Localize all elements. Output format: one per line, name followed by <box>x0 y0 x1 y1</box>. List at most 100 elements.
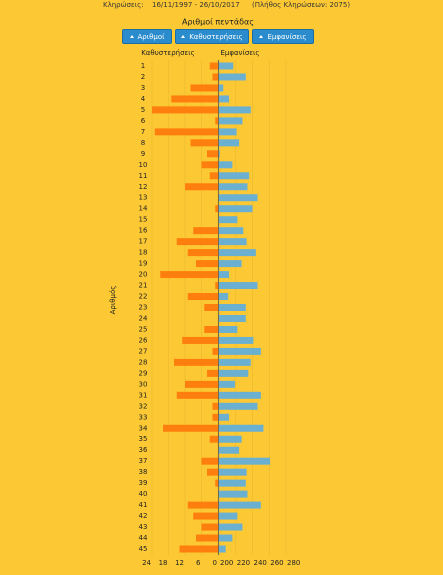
bar <box>219 347 261 355</box>
bar <box>193 512 218 520</box>
bar <box>179 545 218 553</box>
y-tick-label: 25 <box>139 325 148 333</box>
bar <box>209 435 218 443</box>
y-tick-label: 29 <box>139 369 148 377</box>
bar <box>219 106 251 114</box>
bar <box>152 106 218 114</box>
bar <box>187 249 218 257</box>
y-tick-label: 8 <box>141 139 145 147</box>
bar <box>182 336 218 344</box>
y-tick-label: 34 <box>139 424 148 432</box>
legend-label: Καθυστερήσεις <box>141 49 195 57</box>
bar <box>219 402 258 410</box>
bar <box>219 282 258 290</box>
y-tick-label: 35 <box>139 435 148 443</box>
bar <box>219 194 258 202</box>
bar <box>163 424 218 432</box>
y-tick-label: 42 <box>139 512 148 520</box>
bar <box>215 117 218 125</box>
bar <box>196 260 218 268</box>
bar <box>219 128 237 136</box>
bar <box>219 216 238 224</box>
y-tick-label: 32 <box>139 402 148 410</box>
bar <box>219 172 250 180</box>
bar <box>219 468 247 476</box>
bar <box>219 73 246 81</box>
header-label: Κληρώσεις: <box>103 1 144 9</box>
y-tick-label: 43 <box>139 523 148 531</box>
x-tick-label: 18 <box>159 559 168 567</box>
bar <box>176 391 218 399</box>
bar <box>219 380 235 388</box>
y-tick-label: 36 <box>139 446 148 454</box>
bar <box>219 457 271 465</box>
bar <box>219 161 233 169</box>
bar <box>219 293 229 301</box>
bar <box>207 369 218 377</box>
bar <box>219 490 248 498</box>
y-tick-label: 28 <box>139 358 148 366</box>
x-tick-label: 280 <box>287 559 300 567</box>
y-tick-label: 12 <box>139 183 148 191</box>
y-tick-label: 3 <box>141 84 145 92</box>
button[interactable]: Καθυστερήσεις <box>175 29 249 44</box>
x-tick-label: 24 <box>142 559 151 567</box>
bar <box>219 512 238 520</box>
bar <box>219 117 243 125</box>
bar <box>201 523 218 531</box>
bar <box>219 314 246 322</box>
y-tick-label: 15 <box>139 216 148 224</box>
chart-title: Αριθμοί πεντάδας <box>182 18 254 27</box>
y-tick-label: 20 <box>139 271 148 279</box>
x-tick-label: 260 <box>270 559 283 567</box>
bar <box>160 271 218 279</box>
bar <box>219 391 261 399</box>
bar <box>193 227 218 235</box>
bar <box>219 523 243 531</box>
y-tick-label: 44 <box>139 534 148 542</box>
y-tick-label: 33 <box>139 413 148 421</box>
bar <box>219 501 261 509</box>
y-tick-label: 11 <box>139 172 148 180</box>
bar <box>212 347 218 355</box>
bar <box>212 413 218 421</box>
button[interactable]: Αριθμοί <box>122 29 172 44</box>
bar <box>174 358 218 366</box>
y-tick-label: 17 <box>139 238 148 246</box>
x-tick-label: 12 <box>175 559 184 567</box>
bar <box>219 534 233 542</box>
bar <box>201 161 218 169</box>
y-tick-label: 22 <box>139 293 148 301</box>
bar <box>176 238 218 246</box>
x-tick-label: 6 <box>196 559 201 567</box>
legend-label: Εμφανίσεις <box>220 49 259 57</box>
y-tick-label: 26 <box>139 336 148 344</box>
bar <box>219 271 230 279</box>
bar <box>187 501 218 509</box>
bar <box>209 172 218 180</box>
bar <box>204 325 218 333</box>
bar <box>219 238 247 246</box>
y-tick-label: 21 <box>139 282 148 290</box>
x-tick-label: 0 <box>213 559 217 567</box>
bar <box>219 95 230 103</box>
y-axis-label: Αριθμός <box>109 286 117 315</box>
bar <box>201 457 218 465</box>
y-tick-label: 1 <box>141 62 145 70</box>
x-tick-label: 200 <box>220 559 233 567</box>
y-tick-label: 6 <box>141 117 146 125</box>
bar <box>185 183 218 191</box>
y-tick-label: 45 <box>139 545 148 553</box>
bar <box>207 150 218 158</box>
bar <box>219 205 253 213</box>
bar <box>219 139 240 147</box>
y-tick-label: 31 <box>139 391 148 399</box>
bar <box>219 260 242 268</box>
bar <box>219 84 224 92</box>
y-tick-label: 19 <box>139 260 148 268</box>
button[interactable]: Εμφανίσεις <box>252 29 314 44</box>
y-tick-label: 27 <box>139 347 148 355</box>
y-tick-label: 39 <box>139 479 148 487</box>
y-tick-label: 38 <box>139 468 148 476</box>
